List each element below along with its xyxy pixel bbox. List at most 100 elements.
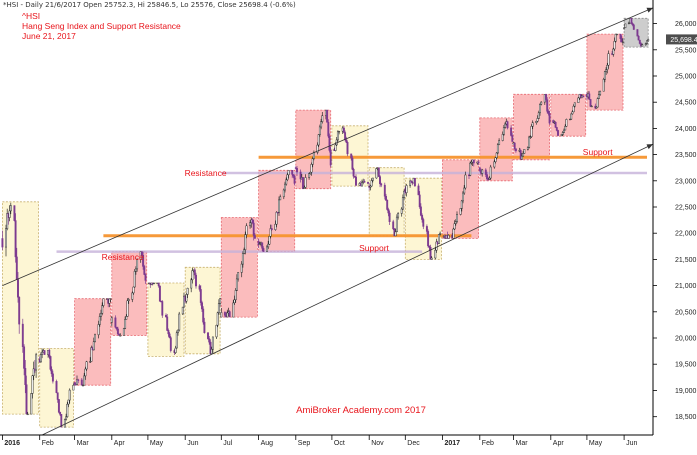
daily-candle bbox=[41, 348, 44, 359]
candle-body bbox=[397, 213, 400, 218]
candle-body bbox=[318, 126, 321, 135]
x-tick-label: Oct bbox=[334, 440, 345, 447]
candle-body bbox=[177, 329, 179, 334]
daily-candle bbox=[477, 160, 480, 165]
daily-candle bbox=[276, 211, 279, 214]
candle-body bbox=[539, 104, 541, 114]
daily-candle bbox=[31, 374, 34, 399]
candle-body bbox=[582, 95, 585, 98]
candle-body bbox=[388, 212, 391, 222]
axes bbox=[0, 0, 654, 436]
daily-candle bbox=[279, 194, 282, 201]
daily-candle bbox=[77, 378, 80, 384]
candle-body bbox=[481, 169, 484, 174]
candle-body bbox=[244, 234, 247, 250]
candle-body bbox=[326, 109, 329, 123]
candle-body bbox=[109, 298, 112, 300]
candle-body bbox=[72, 384, 75, 391]
candle-body bbox=[439, 232, 442, 235]
candle-body bbox=[528, 136, 531, 148]
candle-body bbox=[602, 79, 605, 92]
candle-body bbox=[59, 411, 62, 415]
candle-body bbox=[41, 351, 44, 355]
candle-body bbox=[267, 243, 270, 248]
candle-body bbox=[158, 285, 161, 302]
candle-body bbox=[367, 182, 369, 184]
daily-candle bbox=[405, 183, 408, 197]
candle-body bbox=[268, 236, 271, 245]
daily-candle bbox=[463, 185, 466, 195]
candle-body bbox=[102, 298, 105, 306]
daily-candle bbox=[26, 411, 29, 416]
daily-candle bbox=[363, 179, 366, 183]
candle-body bbox=[342, 127, 345, 133]
candle-body bbox=[530, 126, 533, 137]
candle-body bbox=[215, 324, 218, 338]
candle-body bbox=[464, 174, 467, 189]
daily-candle bbox=[251, 218, 254, 225]
candle-body bbox=[510, 127, 513, 136]
daily-candle bbox=[318, 124, 321, 137]
candle-body bbox=[447, 235, 450, 239]
candle-body bbox=[546, 99, 549, 112]
candle-body bbox=[624, 23, 627, 28]
last-price-label: 25,698.4 bbox=[670, 37, 697, 44]
daily-candle bbox=[161, 300, 164, 318]
daily-candle bbox=[526, 146, 529, 151]
daily-candle bbox=[131, 291, 134, 303]
candle-body bbox=[506, 121, 509, 129]
daily-candle bbox=[620, 35, 623, 43]
candle-body bbox=[418, 194, 421, 208]
candle-body bbox=[437, 234, 440, 244]
daily-candle bbox=[545, 94, 547, 102]
daily-candle bbox=[244, 231, 247, 255]
daily-candle bbox=[603, 70, 606, 83]
candle-body bbox=[83, 375, 86, 386]
candle-body bbox=[94, 334, 96, 342]
candle-body bbox=[564, 126, 567, 131]
daily-candle bbox=[108, 298, 111, 308]
daily-candle bbox=[201, 300, 203, 312]
daily-candle bbox=[631, 22, 634, 27]
candle-body bbox=[143, 266, 146, 275]
daily-candle bbox=[166, 314, 169, 331]
candle-body bbox=[353, 175, 356, 178]
candle-body bbox=[537, 112, 540, 119]
candle-body bbox=[119, 335, 122, 337]
candle-body bbox=[413, 177, 416, 187]
daily-candle bbox=[495, 152, 498, 160]
daily-candle bbox=[555, 126, 558, 132]
candle-body bbox=[266, 246, 268, 252]
daily-candle bbox=[59, 411, 62, 416]
candle-body bbox=[554, 121, 557, 128]
candle-body bbox=[82, 384, 84, 387]
daily-candle bbox=[304, 174, 307, 189]
daily-candle bbox=[66, 401, 69, 418]
daily-candle bbox=[370, 178, 373, 187]
candle-body bbox=[296, 168, 298, 173]
candle-body bbox=[486, 174, 488, 180]
daily-candle bbox=[65, 413, 68, 421]
candle-body bbox=[25, 384, 28, 415]
candle-body bbox=[488, 177, 491, 180]
daily-candle bbox=[50, 366, 53, 377]
candle-body bbox=[386, 199, 389, 210]
candle-body bbox=[630, 18, 633, 24]
candle-body bbox=[216, 312, 219, 326]
daily-candle bbox=[501, 131, 504, 142]
daily-candle bbox=[309, 171, 312, 175]
candle-body bbox=[115, 326, 118, 330]
candle-body bbox=[65, 416, 68, 420]
daily-candle bbox=[469, 161, 472, 177]
daily-candle bbox=[208, 336, 211, 345]
daily-candle bbox=[400, 207, 403, 217]
price-candles bbox=[1, 18, 650, 428]
candle-body bbox=[328, 135, 331, 151]
daily-candle bbox=[336, 130, 339, 142]
candle-body bbox=[304, 177, 307, 188]
daily-candle bbox=[546, 97, 549, 114]
daily-candle bbox=[386, 199, 389, 211]
candle-body bbox=[363, 181, 366, 183]
daily-candle bbox=[119, 333, 122, 337]
